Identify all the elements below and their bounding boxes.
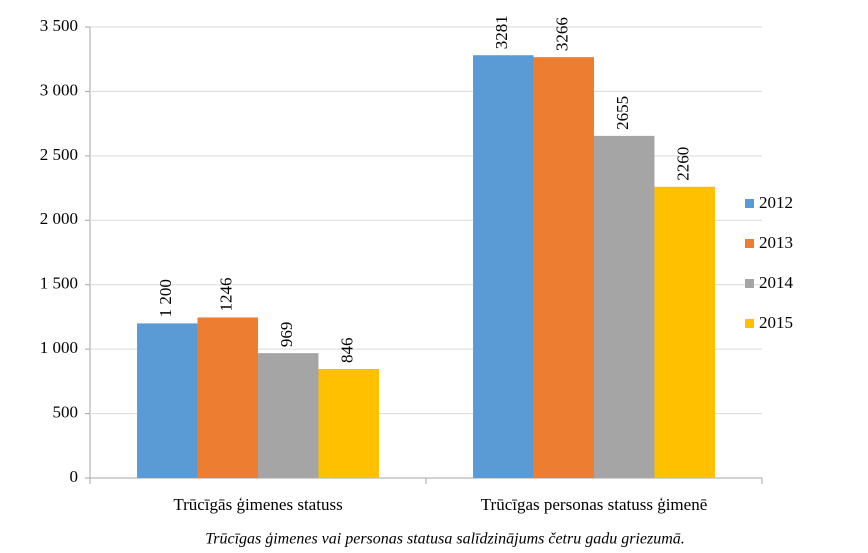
legend-label: 2015 [759, 313, 793, 332]
y-tick-label: 1 500 [40, 274, 78, 293]
y-tick-label: 1 000 [40, 338, 78, 357]
legend-label: 2012 [759, 193, 793, 212]
caption: Trūcīgas ģimenes vai personas statusa sa… [205, 531, 685, 548]
y-tick-label: 3 500 [40, 16, 78, 35]
legend-swatch [745, 279, 754, 288]
data-label: 3281 [492, 15, 511, 49]
legend-label: 2013 [759, 233, 793, 252]
legend-label: 2014 [759, 273, 794, 292]
legend-swatch [745, 239, 754, 248]
bar [318, 368, 379, 478]
bar [654, 186, 715, 479]
y-tick-label: 500 [53, 402, 79, 421]
bar [594, 135, 655, 479]
data-label: 1 200 [156, 279, 175, 317]
data-label: 2260 [674, 147, 693, 181]
y-tick-label: 3 000 [40, 80, 78, 99]
data-label: 846 [338, 337, 357, 363]
x-tick-label: Trūcīgās ģimenes statuss [173, 495, 342, 514]
bar [473, 55, 534, 478]
data-label: 969 [277, 322, 296, 348]
data-label: 1246 [217, 277, 236, 311]
bar [197, 317, 258, 478]
bar [533, 57, 594, 478]
bar [258, 353, 319, 478]
y-tick-label: 0 [70, 467, 79, 486]
y-tick-label: 2 500 [40, 145, 78, 164]
x-tick-label: Trūcīgas personas statuss ģimenē [481, 495, 708, 514]
data-label: 3266 [553, 17, 572, 51]
legend-swatch [745, 199, 754, 208]
data-label: 2655 [613, 96, 632, 130]
bar [137, 323, 198, 478]
legend-swatch [745, 319, 754, 328]
y-tick-label: 2 000 [40, 209, 78, 228]
